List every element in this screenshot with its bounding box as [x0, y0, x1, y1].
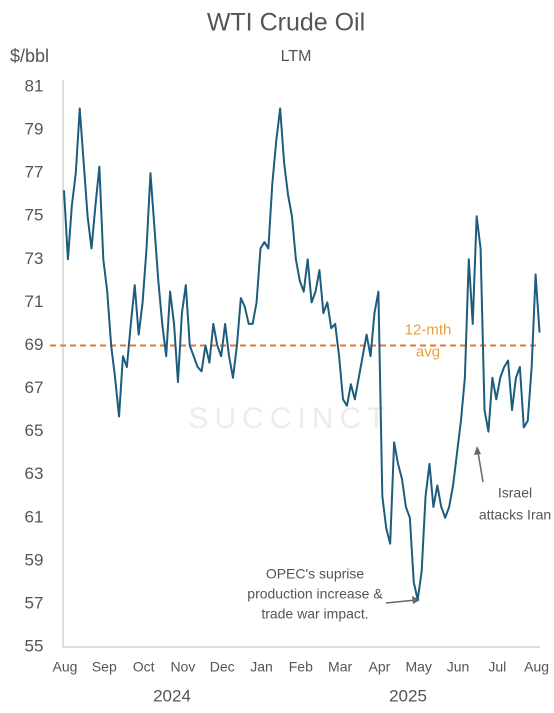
y-tick-label: 65 [25, 421, 44, 440]
y-tick-label: 69 [25, 335, 44, 354]
annotation: OPEC's suprise [266, 566, 365, 582]
annotation: Israel [498, 485, 532, 501]
y-tick-label: 81 [25, 76, 44, 95]
x-tick-label: Dec [210, 659, 235, 675]
x-tick-label: Mar [328, 659, 352, 675]
year-label: 2025 [389, 686, 427, 705]
x-tick-label: Nov [170, 659, 195, 675]
annotation-arrow [385, 599, 417, 604]
reference-label: avg [416, 343, 440, 360]
y-tick-label: 59 [25, 550, 44, 569]
annotation-arrowhead [412, 596, 420, 604]
annotation: attacks Iran [479, 507, 551, 523]
reference-label: 12-mth [405, 321, 452, 338]
year-label: 2024 [153, 686, 191, 705]
y-tick-label: 67 [25, 378, 44, 397]
chart-title: WTI Crude Oil [207, 9, 365, 37]
x-tick-label: Apr [369, 659, 391, 675]
y-tick-label: 79 [25, 120, 44, 139]
x-tick-label: May [405, 659, 431, 675]
watermark: SUCCINCT [189, 402, 392, 435]
y-tick-label: 63 [25, 464, 44, 483]
x-tick-label: Feb [289, 659, 313, 675]
x-tick-label: Jun [447, 659, 470, 675]
y-tick-label: 71 [25, 292, 44, 311]
x-tick-label: Aug [524, 659, 549, 675]
annotation-arrow [477, 451, 484, 483]
x-tick-label: Sep [92, 659, 117, 675]
y-tick-label: 61 [25, 507, 44, 526]
price-line [63, 107, 541, 601]
y-tick-label: 55 [25, 636, 44, 655]
y-tick-label: 77 [25, 163, 44, 182]
annotation-arrowhead [474, 446, 481, 455]
x-tick-label: Aug [53, 659, 78, 675]
chart-subtitle: LTM [281, 48, 312, 65]
y-tick-label: 75 [25, 206, 44, 225]
x-tick-label: Jan [250, 659, 273, 675]
x-tick-label: Jul [488, 659, 506, 675]
annotation: trade war impact. [261, 606, 368, 622]
annotation: production increase & [247, 586, 383, 602]
y-tick-label: 73 [25, 249, 44, 268]
x-tick-label: Oct [133, 659, 155, 675]
y-axis-label: $/bbl [10, 46, 49, 66]
y-tick-label: 57 [25, 593, 44, 612]
